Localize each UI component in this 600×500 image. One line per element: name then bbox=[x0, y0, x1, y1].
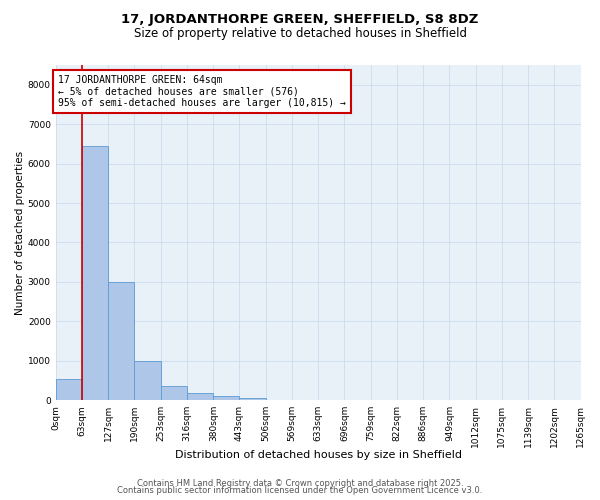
Bar bbox=[134, 361, 161, 400]
Bar bbox=[214, 396, 239, 400]
Text: Contains HM Land Registry data © Crown copyright and database right 2025.: Contains HM Land Registry data © Crown c… bbox=[137, 478, 463, 488]
Bar bbox=[239, 398, 266, 400]
Text: 17, JORDANTHORPE GREEN, SHEFFIELD, S8 8DZ: 17, JORDANTHORPE GREEN, SHEFFIELD, S8 8D… bbox=[121, 12, 479, 26]
Bar bbox=[56, 378, 82, 400]
Bar bbox=[82, 146, 109, 400]
Text: Contains public sector information licensed under the Open Government Licence v3: Contains public sector information licen… bbox=[118, 486, 482, 495]
Bar bbox=[187, 394, 214, 400]
Y-axis label: Number of detached properties: Number of detached properties bbox=[15, 150, 25, 314]
Text: 17 JORDANTHORPE GREEN: 64sqm
← 5% of detached houses are smaller (576)
95% of se: 17 JORDANTHORPE GREEN: 64sqm ← 5% of det… bbox=[58, 75, 346, 108]
X-axis label: Distribution of detached houses by size in Sheffield: Distribution of detached houses by size … bbox=[175, 450, 461, 460]
Bar bbox=[161, 386, 187, 400]
Bar bbox=[109, 282, 134, 400]
Text: Size of property relative to detached houses in Sheffield: Size of property relative to detached ho… bbox=[133, 28, 467, 40]
